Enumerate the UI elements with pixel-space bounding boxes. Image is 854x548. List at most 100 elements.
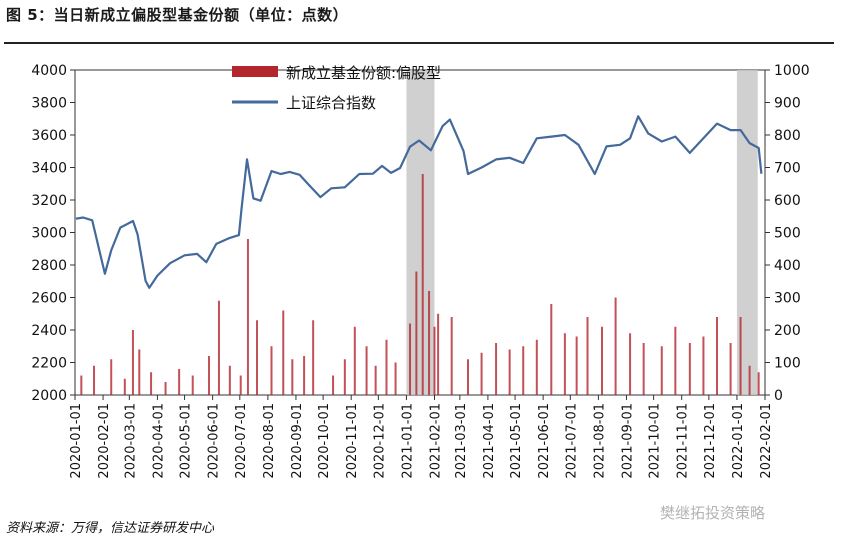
bar-39 xyxy=(508,349,511,395)
bar-56 xyxy=(739,317,742,395)
bar-5 xyxy=(131,330,134,395)
bar-17 xyxy=(270,346,273,395)
left-axis-tick-label: 3800 xyxy=(31,96,67,112)
x-axis-tick-label: 2021-04-01 xyxy=(482,403,497,479)
axes: 2000220024002600280030003200340036003800… xyxy=(31,63,809,479)
bar-11 xyxy=(208,356,211,395)
bar-13 xyxy=(228,365,231,395)
bar-58 xyxy=(757,372,760,395)
title-divider xyxy=(4,42,834,44)
x-axis-tick-label: 2021-03-01 xyxy=(454,403,469,479)
bar-14 xyxy=(239,375,242,395)
left-axis-tick-label: 2000 xyxy=(31,388,67,404)
watermark: 樊继拓投资策略 xyxy=(660,504,766,522)
left-axis-tick-label: 3000 xyxy=(31,226,67,242)
bar-16 xyxy=(256,320,259,395)
bar-21 xyxy=(312,320,315,395)
bar-40 xyxy=(522,346,525,395)
chart: 2000220024002600280030003200340036003800… xyxy=(31,63,809,479)
bar-47 xyxy=(614,297,617,395)
bar-4 xyxy=(123,378,126,395)
x-axis-tick-label: 2020-05-01 xyxy=(179,403,194,479)
left-axis-tick-label: 2600 xyxy=(31,291,67,307)
left-axis-tick-label: 2800 xyxy=(31,258,67,274)
x-axis-tick-label: 2020-01-01 xyxy=(69,403,84,479)
bar-20 xyxy=(303,356,306,395)
right-axis-tick-label: 500 xyxy=(774,226,801,242)
bar-8 xyxy=(164,382,167,395)
bar-18 xyxy=(282,310,285,395)
left-axis-tick-label: 4000 xyxy=(31,63,67,79)
right-axis-tick-label: 0 xyxy=(774,388,783,404)
right-axis-tick-label: 600 xyxy=(774,193,801,209)
x-axis-tick-label: 2021-02-01 xyxy=(428,403,443,479)
bar-33 xyxy=(433,326,436,395)
bar-32 xyxy=(428,291,431,395)
x-axis-tick-label: 2021-07-01 xyxy=(564,403,579,479)
right-axis-tick-label: 800 xyxy=(774,128,801,144)
bar-51 xyxy=(674,326,677,395)
x-axis-tick-label: 2020-08-01 xyxy=(262,403,277,479)
shaded-periods xyxy=(406,70,758,395)
shaded-period-2 xyxy=(736,70,758,395)
x-axis-tick-label: 2020-02-01 xyxy=(97,403,112,479)
x-axis-tick-label: 2020-04-01 xyxy=(151,403,166,479)
right-axis-tick-label: 1000 xyxy=(774,63,810,79)
bar-45 xyxy=(586,317,589,395)
bar-3 xyxy=(110,359,113,395)
bar-1 xyxy=(80,375,83,395)
x-axis-tick-label: 2020-03-01 xyxy=(123,403,138,479)
x-axis-tick-label: 2021-06-01 xyxy=(537,403,552,479)
bar-25 xyxy=(365,346,368,395)
bar-9 xyxy=(178,369,181,395)
bar-49 xyxy=(642,343,645,395)
left-axis-tick-label: 2200 xyxy=(31,356,67,372)
bar-52 xyxy=(688,343,691,395)
right-axis-tick-label: 100 xyxy=(774,356,801,372)
bar-53 xyxy=(702,336,705,395)
bar-34 xyxy=(437,313,440,395)
bar-35 xyxy=(450,317,453,395)
legend-label: 新成立基金份额:偏股型 xyxy=(286,64,441,82)
bar-36 xyxy=(466,359,469,395)
left-axis-tick-label: 2400 xyxy=(31,323,67,339)
x-axis-tick-label: 2021-05-01 xyxy=(509,403,524,479)
bar-30 xyxy=(415,271,418,395)
bar-43 xyxy=(563,333,566,395)
x-axis-tick-label: 2022-02-01 xyxy=(759,403,774,479)
legend-bar-swatch xyxy=(232,66,278,77)
x-axis-tick-label: 2021-12-01 xyxy=(703,403,718,479)
bar-series xyxy=(80,174,760,395)
right-axis-tick-label: 400 xyxy=(774,258,801,274)
right-axis-tick-label: 300 xyxy=(774,291,801,307)
bar-2 xyxy=(93,365,96,395)
x-axis-tick-label: 2021-10-01 xyxy=(648,403,663,479)
bar-54 xyxy=(716,317,719,395)
bar-42 xyxy=(550,304,553,395)
bar-55 xyxy=(729,343,732,395)
x-axis-tick-label: 2020-11-01 xyxy=(345,403,360,479)
left-axis-tick-label: 3400 xyxy=(31,161,67,177)
x-axis-tick-label: 2021-08-01 xyxy=(592,403,607,479)
right-axis-tick-label: 200 xyxy=(774,323,801,339)
x-axis-tick-label: 2020-06-01 xyxy=(207,403,222,479)
bar-26 xyxy=(374,365,377,395)
bar-27 xyxy=(385,339,388,395)
x-axis-tick-label: 2020-09-01 xyxy=(290,403,305,479)
bar-19 xyxy=(291,359,294,395)
source-note: 资料来源：万得，信达证券研发中心 xyxy=(6,521,215,536)
bar-50 xyxy=(660,346,663,395)
index-line xyxy=(75,115,763,289)
bar-37 xyxy=(480,352,483,395)
bar-23 xyxy=(343,359,346,395)
right-axis-tick-label: 700 xyxy=(774,161,801,177)
left-axis-tick-label: 3600 xyxy=(31,128,67,144)
x-axis-tick-label: 2020-07-01 xyxy=(234,403,249,479)
right-axis-tick-label: 900 xyxy=(774,96,801,112)
bar-15 xyxy=(246,239,249,395)
x-axis-tick-label: 2020-12-01 xyxy=(372,403,387,479)
x-axis-tick-label: 2021-09-01 xyxy=(620,403,635,479)
bar-44 xyxy=(575,336,578,395)
x-axis-tick-label: 2021-01-01 xyxy=(400,403,415,479)
